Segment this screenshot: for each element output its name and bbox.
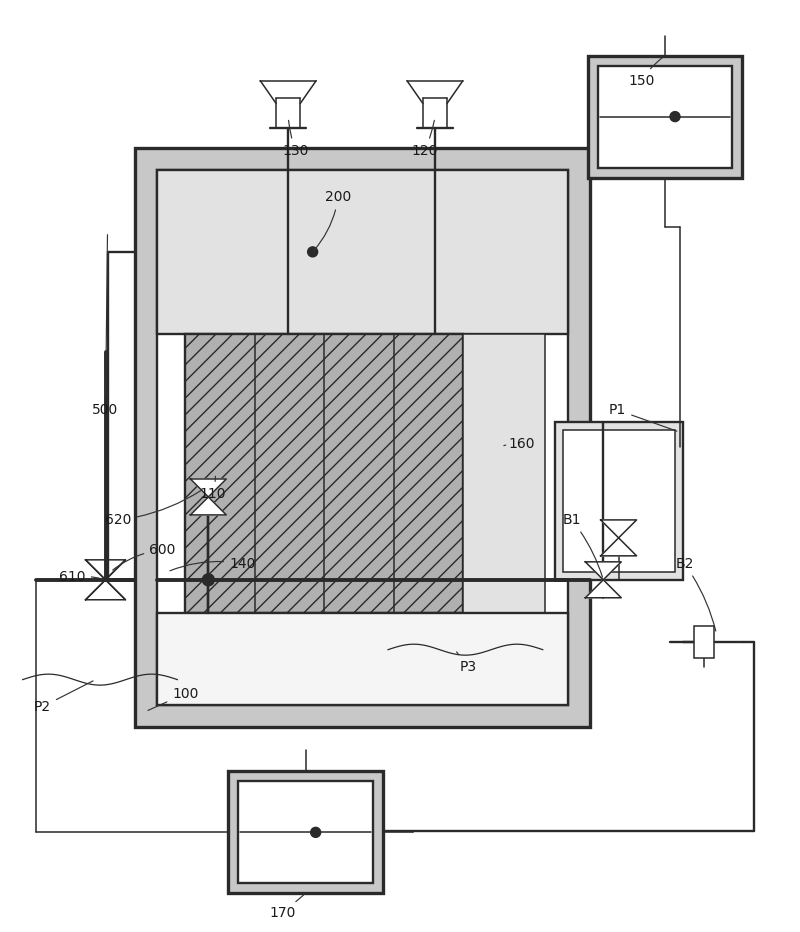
Circle shape [670, 112, 680, 121]
Text: 620: 620 [106, 490, 201, 527]
Text: P2: P2 [34, 681, 93, 714]
Bar [238, 781, 373, 884]
Bar [463, 335, 545, 612]
Text: 110: 110 [199, 476, 226, 501]
Bar [228, 772, 383, 893]
Bar [135, 147, 590, 727]
Polygon shape [190, 497, 226, 514]
Bar [186, 335, 463, 612]
Text: P1: P1 [609, 404, 677, 432]
Text: 500: 500 [92, 235, 118, 418]
Bar [562, 430, 674, 572]
Text: B2: B2 [675, 556, 716, 631]
Polygon shape [601, 520, 637, 538]
Text: 130: 130 [282, 120, 308, 158]
Text: P3: P3 [457, 651, 477, 674]
Text: 600: 600 [113, 542, 176, 570]
Text: 170: 170 [269, 895, 303, 920]
Text: 140: 140 [170, 556, 255, 570]
Bar [158, 170, 568, 335]
Text: 200: 200 [314, 190, 351, 250]
Text: 120: 120 [412, 120, 438, 158]
Bar [598, 65, 733, 168]
Text: 100: 100 [148, 687, 198, 710]
Bar [158, 612, 568, 705]
Text: B1: B1 [562, 513, 602, 577]
Polygon shape [586, 580, 622, 597]
Circle shape [310, 828, 321, 837]
Polygon shape [601, 538, 637, 555]
Bar [554, 422, 682, 580]
Polygon shape [190, 479, 226, 497]
Text: 160: 160 [504, 437, 535, 451]
Bar [588, 56, 742, 177]
Circle shape [308, 247, 318, 257]
Bar [158, 170, 568, 705]
Text: 150: 150 [628, 58, 663, 88]
Polygon shape [586, 562, 622, 580]
Text: 610: 610 [59, 569, 103, 583]
Circle shape [202, 574, 214, 586]
Bar [694, 625, 714, 658]
